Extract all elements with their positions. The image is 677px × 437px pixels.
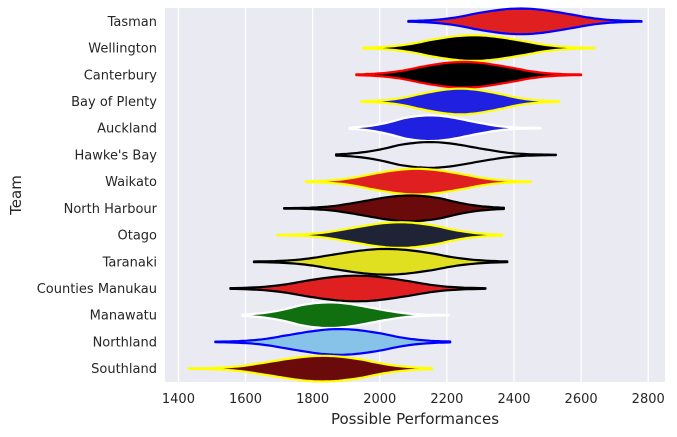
x-tick-label: 2600 (565, 392, 598, 407)
team-label: Southland (91, 362, 157, 377)
team-label: Tasman (107, 15, 157, 30)
team-label: Wellington (88, 42, 157, 57)
violins (187, 7, 643, 383)
y-axis-label: Team (7, 175, 25, 216)
x-tick-labels: 1400 1600 1800 2000 2200 2400 2600 2800 (162, 392, 665, 407)
team-label: Bay of Plenty (71, 95, 157, 110)
team-label: Canterbury (84, 68, 158, 83)
team-label: Northland (93, 335, 157, 350)
x-tick-label: 1400 (162, 392, 195, 407)
violin-north-harbour (283, 194, 505, 223)
team-label: Auckland (97, 122, 157, 137)
team-label: Otago (117, 229, 157, 244)
team-label: Waikato (105, 175, 157, 190)
violin-taranaki (252, 247, 509, 276)
team-label: North Harbour (64, 202, 158, 217)
x-tick-label: 1600 (229, 392, 262, 407)
violin-manawatu (241, 301, 450, 330)
violin-waikato (304, 167, 532, 196)
team-label: Counties Manukau (37, 282, 157, 297)
violin-wellington (361, 34, 596, 62)
team-label: Hawke's Bay (75, 148, 158, 163)
violin-otago (276, 221, 504, 249)
x-tick-label: 2800 (632, 392, 665, 407)
violin-canterbury (355, 60, 583, 89)
x-axis-label: Possible Performances (331, 410, 499, 428)
grid-lines (177, 8, 649, 382)
violin-auckland (348, 114, 542, 143)
violin-northland (214, 328, 452, 356)
x-tick-label: 2000 (363, 392, 396, 407)
violin-counties-manukau (229, 274, 487, 303)
x-tick-label: 1800 (296, 392, 329, 407)
violin-southland (187, 354, 433, 383)
x-tick-label: 2200 (430, 392, 463, 407)
team-label: Taranaki (102, 255, 157, 270)
y-tick-labels: Tasman Wellington Canterbury Bay of Plenty A… (37, 15, 158, 377)
violin-bay-of-plenty (360, 87, 561, 116)
violin-hawke-s-bay (335, 141, 557, 169)
violin-tasman (407, 7, 643, 36)
x-tick-label: 2400 (497, 392, 530, 407)
team-label: Manawatu (90, 309, 157, 324)
